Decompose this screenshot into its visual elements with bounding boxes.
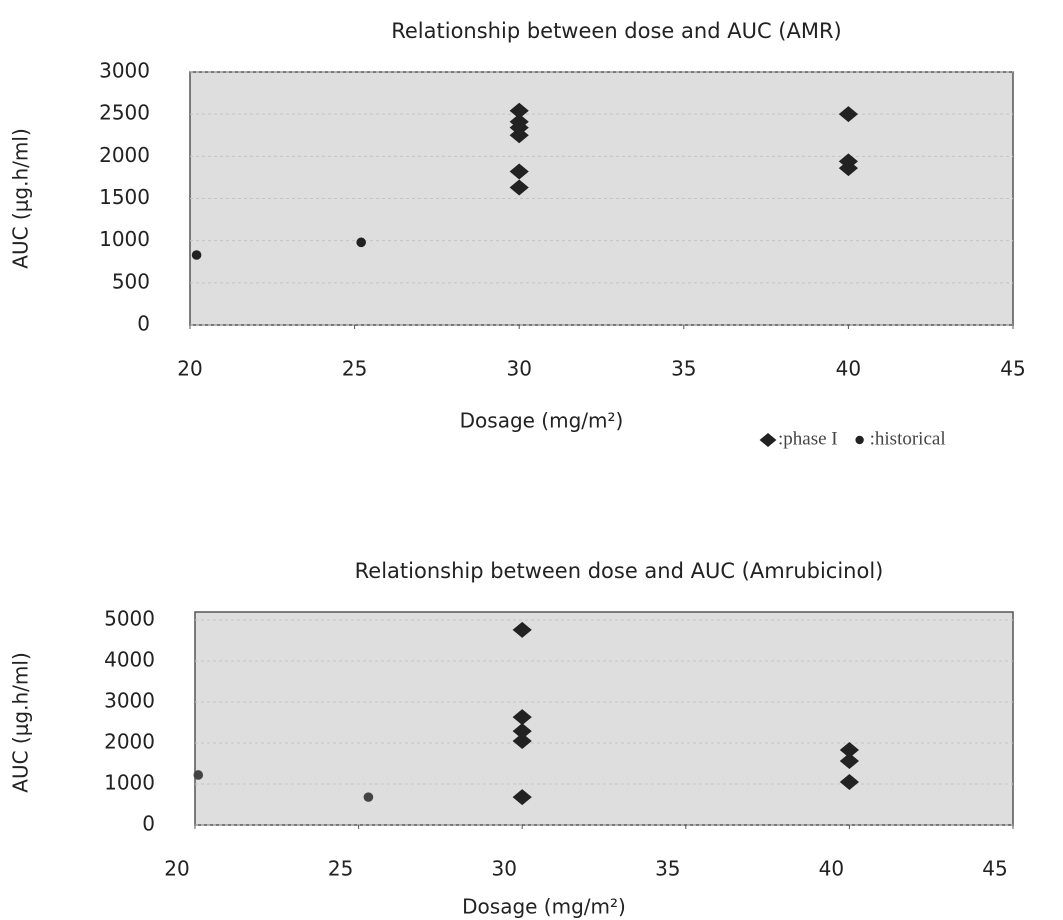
y-tick-label: 5000 — [104, 607, 155, 631]
y-tick-label: 1000 — [104, 771, 155, 795]
legend-label: :historical — [870, 428, 946, 449]
diamond-point — [512, 709, 532, 726]
y-tick-label: 1000 — [99, 227, 150, 251]
legend-label: :phase I — [778, 428, 838, 449]
y-tick-label: 500 — [112, 269, 150, 293]
x-tick-label: 20 — [177, 357, 202, 381]
y-tick-label: 0 — [137, 312, 150, 336]
plot-area — [189, 71, 1014, 326]
circle-point — [363, 792, 374, 802]
circle-point — [193, 770, 204, 780]
x-tick-label: 40 — [836, 357, 861, 381]
x-tick-label: 30 — [491, 857, 516, 881]
chart-title: Relationship between dose and AUC (AMR) — [391, 19, 842, 43]
circle-point — [356, 237, 366, 248]
y-axis-label: AUC (μg.h/ml) — [9, 652, 33, 792]
x-tick-label: 30 — [506, 357, 531, 381]
x-tick-label: 45 — [1000, 357, 1025, 381]
circle-point — [191, 250, 202, 260]
diamond-point — [839, 753, 859, 770]
circle-point — [855, 435, 864, 445]
diamond-point — [509, 102, 529, 119]
diamond-point — [512, 621, 532, 638]
x-tick-label: 25 — [328, 857, 353, 881]
y-tick-label: 2500 — [99, 101, 150, 125]
x-axis-label: Dosage (mg/m²) — [460, 409, 624, 433]
diamond-point — [509, 127, 529, 144]
diamond-point — [839, 773, 859, 790]
x-tick-label: 25 — [342, 357, 367, 381]
y-tick-label: 0 — [142, 812, 155, 836]
y-tick-label: 4000 — [104, 648, 155, 672]
diamond-point — [838, 106, 858, 123]
x-tick-label: 35 — [671, 357, 696, 381]
x-tick-label: 45 — [982, 857, 1007, 881]
x-tick-label: 35 — [655, 857, 680, 881]
plot-area — [194, 611, 1014, 826]
y-tick-label: 3000 — [104, 689, 155, 713]
x-tick-label: 40 — [819, 857, 844, 881]
diamond-point — [759, 433, 777, 447]
diamond-point — [838, 160, 858, 177]
x-tick-label: 20 — [164, 857, 189, 881]
y-tick-label: 2000 — [99, 143, 150, 167]
diamond-point — [512, 723, 532, 740]
x-axis-label: Dosage (mg/m²) — [462, 895, 626, 919]
diamond-point — [509, 179, 529, 196]
y-tick-label: 2000 — [104, 730, 155, 754]
diamond-point — [512, 789, 532, 806]
y-axis-label: AUC (μg.h/ml) — [9, 128, 33, 268]
y-tick-label: 1500 — [99, 185, 150, 209]
diamond-point — [509, 163, 529, 180]
y-tick-label: 3000 — [99, 59, 150, 83]
diamond-point — [839, 741, 859, 758]
diamond-point — [512, 732, 532, 749]
chart-title: Relationship between dose and AUC (Amrub… — [355, 559, 884, 583]
